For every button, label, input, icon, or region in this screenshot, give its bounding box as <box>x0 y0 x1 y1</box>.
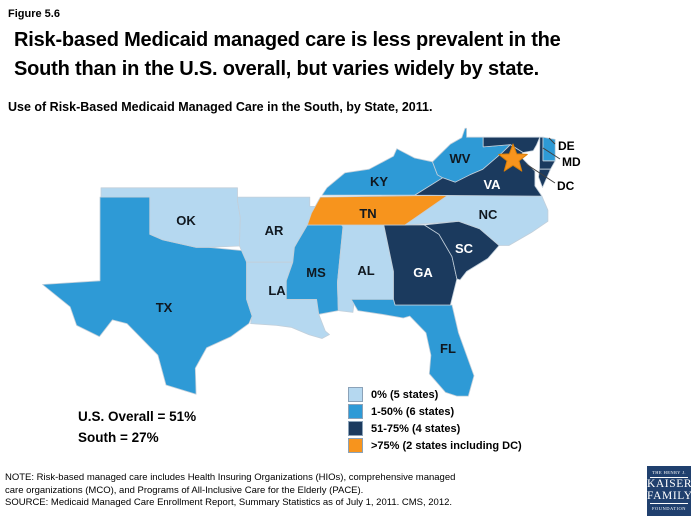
map-container: TX OK AR LA MS AL GA FL SC NC TN KY WV V… <box>36 124 596 424</box>
note-line-2: care organizations (MCO), and Programs o… <box>5 484 364 496</box>
legend-swatch-2 <box>348 421 363 436</box>
state-labels: TX OK AR LA MS AL GA FL SC NC TN KY WV V… <box>156 151 501 356</box>
svg-text:SC: SC <box>455 241 474 256</box>
footnote: NOTE: Risk-based managed care includes H… <box>5 472 565 510</box>
svg-text:TN: TN <box>359 206 376 221</box>
svg-text:LA: LA <box>268 283 286 298</box>
kaiser-family-foundation-logo: THE HENRY J. KAISER FAMILY FOUNDATION <box>647 466 693 516</box>
south-stat: South = 27% <box>78 430 159 445</box>
legend-item: 0% (5 states) <box>348 387 522 402</box>
legend: 0% (5 states) 1-50% (6 states) 51-75% (4… <box>348 387 522 456</box>
figure-number: Figure 5.6 <box>8 8 60 20</box>
legend-label-1: 1-50% (6 states) <box>371 405 455 418</box>
legend-label-2: 51-75% (4 states) <box>371 422 461 435</box>
callout-label-dc: DC <box>557 179 575 193</box>
source-line: SOURCE: Medicaid Managed Care Enrollment… <box>5 497 453 508</box>
title-line-2: South than in the U.S. overall, but vari… <box>14 58 539 80</box>
callout-label-de: DE <box>558 139 575 153</box>
svg-text:AL: AL <box>357 263 374 278</box>
note-line-1: NOTE: Risk-based managed care includes H… <box>5 472 456 483</box>
legend-swatch-1 <box>348 404 363 419</box>
callout-labels: DE MD DC <box>557 139 581 193</box>
svg-text:WV: WV <box>450 151 471 166</box>
svg-text:NC: NC <box>479 207 498 222</box>
us-overall-stat: U.S. Overall = 51% <box>78 409 197 424</box>
legend-label-0: 0% (5 states) <box>371 388 439 401</box>
svg-text:GA: GA <box>413 265 433 280</box>
callout-line-de <box>548 137 556 145</box>
legend-item: 1-50% (6 states) <box>348 404 522 419</box>
logo-bottom-text: FOUNDATION <box>650 503 688 511</box>
legend-swatch-0 <box>348 387 363 402</box>
svg-text:FL: FL <box>440 341 456 356</box>
callout-lines <box>525 137 561 184</box>
svg-text:KY: KY <box>370 174 388 189</box>
summary-stats: U.S. Overall = 51% South = 27% <box>78 406 196 448</box>
svg-text:TX: TX <box>156 300 173 315</box>
south-map: TX OK AR LA MS AL GA FL SC NC TN KY WV V… <box>42 127 581 397</box>
chart-subtitle: Use of Risk-Based Medicaid Managed Care … <box>8 100 433 114</box>
svg-text:VA: VA <box>483 177 501 192</box>
state-md <box>482 136 541 153</box>
legend-label-3: >75% (2 states including DC) <box>371 439 522 452</box>
page-title: Risk-based Medicaid managed care is less… <box>14 26 684 84</box>
state-de <box>542 136 556 162</box>
callout-line-md <box>542 147 561 160</box>
logo-name-2: FAMILY <box>647 489 693 502</box>
legend-swatch-3 <box>348 438 363 453</box>
legend-item: >75% (2 states including DC) <box>348 438 522 453</box>
legend-item: 51-75% (4 states) <box>348 421 522 436</box>
callout-label-md: MD <box>562 155 581 169</box>
dc-star-icon <box>498 143 528 172</box>
callout-line-dc <box>525 163 556 184</box>
svg-text:AR: AR <box>265 223 284 238</box>
logo-top-text: THE HENRY J. <box>650 470 688 478</box>
svg-text:OK: OK <box>176 213 196 228</box>
logo-name-1: KAISER <box>647 478 693 490</box>
svg-text:MS: MS <box>306 265 326 280</box>
title-line-1: Risk-based Medicaid managed care is less… <box>14 29 561 51</box>
